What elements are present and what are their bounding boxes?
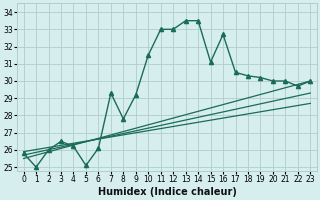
X-axis label: Humidex (Indice chaleur): Humidex (Indice chaleur) [98,187,236,197]
